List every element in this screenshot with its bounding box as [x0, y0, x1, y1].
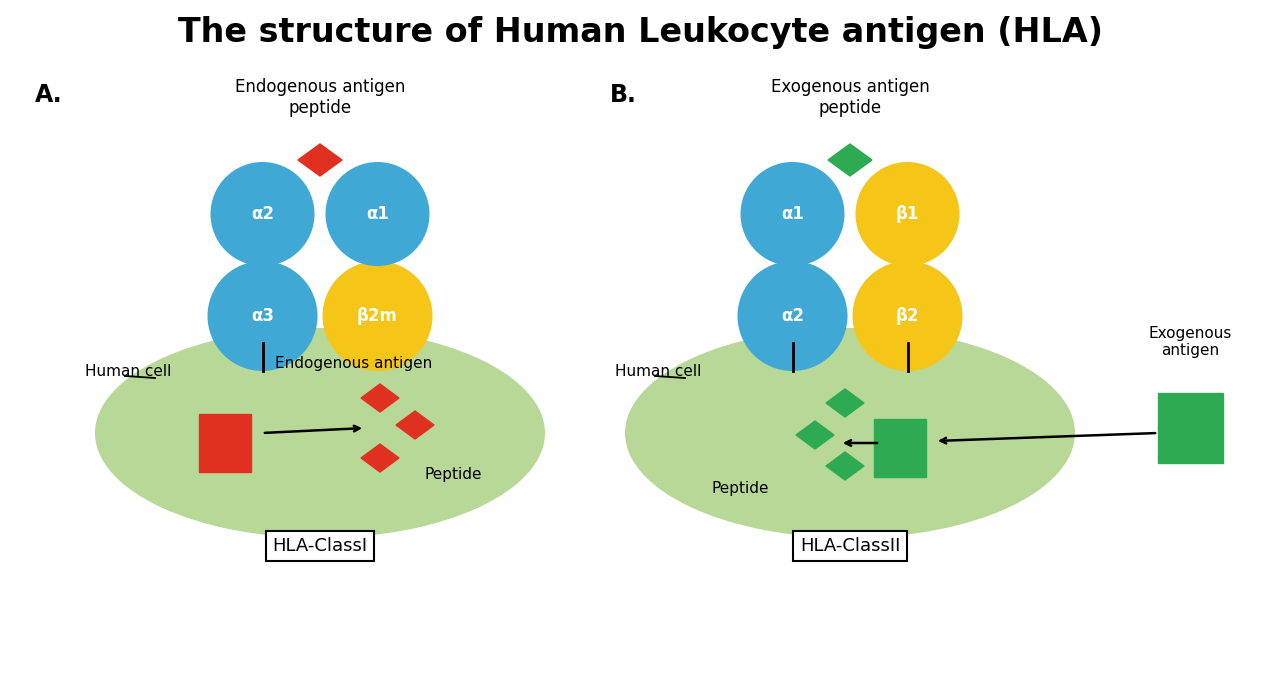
Text: β2: β2	[896, 307, 919, 325]
Polygon shape	[361, 444, 399, 472]
Text: Endogenous antigen: Endogenous antigen	[275, 356, 433, 371]
Circle shape	[855, 162, 960, 266]
Text: B.: B.	[611, 83, 637, 107]
Text: α2: α2	[781, 307, 804, 325]
Text: α1: α1	[366, 205, 389, 223]
Text: Exogenous antigen
peptide: Exogenous antigen peptide	[771, 78, 929, 117]
Text: Peptide: Peptide	[425, 468, 483, 482]
Text: Peptide: Peptide	[712, 480, 769, 495]
Text: α3: α3	[251, 307, 274, 325]
Polygon shape	[826, 389, 864, 417]
Text: α1: α1	[781, 205, 804, 223]
Bar	[198, 414, 251, 472]
Text: β2m: β2m	[357, 307, 398, 325]
Text: Human cell: Human cell	[84, 363, 172, 378]
Text: A.: A.	[35, 83, 63, 107]
Circle shape	[210, 162, 315, 266]
Ellipse shape	[95, 328, 545, 538]
Polygon shape	[828, 144, 872, 176]
Text: β1: β1	[896, 205, 919, 223]
Circle shape	[737, 261, 847, 371]
Polygon shape	[396, 411, 434, 439]
Circle shape	[741, 162, 845, 266]
Text: HLA-ClassI: HLA-ClassI	[273, 537, 367, 555]
Text: Human cell: Human cell	[614, 363, 701, 378]
Polygon shape	[361, 384, 399, 412]
Circle shape	[852, 261, 963, 371]
Polygon shape	[796, 421, 835, 449]
Circle shape	[325, 162, 430, 266]
Bar	[874, 419, 925, 477]
Text: Exogenous
antigen: Exogenous antigen	[1148, 325, 1231, 358]
Ellipse shape	[625, 328, 1075, 538]
Text: HLA-ClassII: HLA-ClassII	[800, 537, 900, 555]
Text: α2: α2	[251, 205, 274, 223]
Polygon shape	[826, 452, 864, 480]
Circle shape	[207, 261, 317, 371]
Circle shape	[323, 261, 433, 371]
Text: Endogenous antigen
peptide: Endogenous antigen peptide	[234, 78, 406, 117]
Bar	[1157, 393, 1222, 463]
Text: The structure of Human Leukocyte antigen (HLA): The structure of Human Leukocyte antigen…	[178, 16, 1102, 49]
Polygon shape	[298, 144, 342, 176]
